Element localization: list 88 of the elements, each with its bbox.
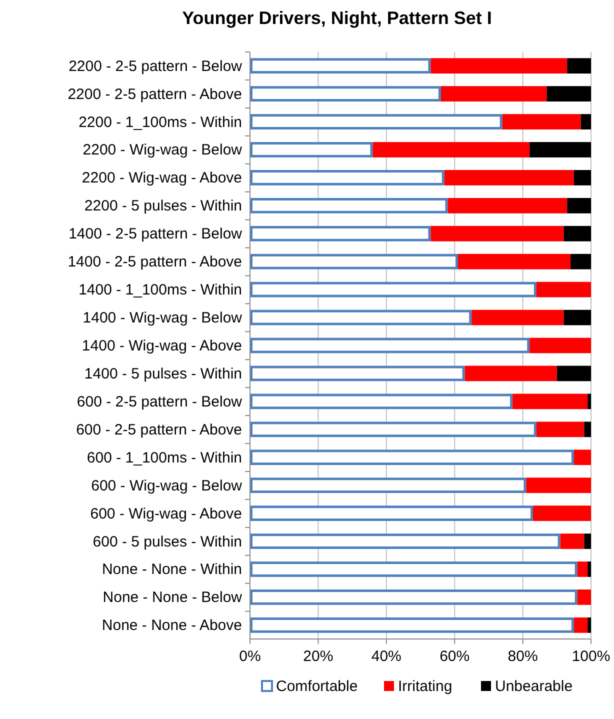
bar (250, 590, 578, 605)
y-tick-label: 600 - Wig-wag - Above (90, 505, 242, 522)
bar (444, 170, 574, 186)
bar (533, 506, 591, 521)
y-tick-label: 600 - Wig-wag - Below (91, 477, 242, 494)
bar (472, 310, 564, 326)
bar (502, 114, 581, 130)
bar (458, 254, 571, 270)
bar (250, 366, 465, 382)
bar (574, 170, 591, 186)
y-tick-label: 1400 - 2-5 pattern - Above (68, 254, 242, 271)
bar (250, 170, 444, 186)
bar (588, 562, 591, 577)
bar (464, 366, 557, 382)
bar (567, 198, 591, 214)
y-tick-label: 600 - 2-5 pattern - Below (76, 393, 242, 410)
bar (526, 478, 591, 494)
bar (250, 562, 578, 577)
bar (530, 142, 591, 158)
bar (250, 310, 472, 326)
bar (250, 617, 574, 633)
bar (250, 506, 534, 521)
x-tick-label: 60% (440, 648, 470, 665)
bar (448, 198, 568, 214)
bar (440, 86, 547, 102)
bar (574, 617, 588, 633)
bar (584, 534, 591, 549)
bar (580, 114, 591, 130)
chart-title: Younger Drivers, Night, Pattern Set I (182, 8, 492, 28)
bar (250, 394, 513, 410)
x-tick-label: 100% (572, 648, 610, 665)
y-tick-label: 2200 - 1_100ms - Within (78, 114, 242, 131)
bar (536, 282, 591, 298)
bar (250, 198, 448, 214)
legend-label: Unbearable (495, 678, 573, 695)
bar (250, 422, 536, 438)
bar (546, 86, 591, 102)
bar (430, 58, 568, 74)
bar (584, 422, 591, 438)
y-tick-label: 1400 - Wig-wag - Above (82, 338, 242, 354)
bar (577, 562, 588, 577)
bar (570, 254, 591, 270)
y-tick-label: 1400 - Wig-wag - Below (82, 310, 242, 327)
x-tick-label: 0% (239, 648, 261, 665)
y-tick-label: 2200 - 5 pulses - Within (84, 198, 242, 215)
y-tick-label: 2200 - Wig-wag - Below (82, 142, 242, 159)
bar (250, 86, 441, 102)
bar (588, 394, 591, 410)
bar (250, 478, 526, 494)
x-tick-label: 80% (508, 648, 538, 665)
bar (556, 366, 591, 382)
bar (588, 617, 591, 633)
bar (560, 534, 584, 549)
y-tick-label: 600 - 2-5 pattern - Above (76, 421, 242, 438)
bar (430, 226, 564, 242)
y-tick-label: 1400 - 5 pulses - Within (84, 365, 242, 382)
y-tick-label: None - None - Below (102, 589, 242, 606)
y-tick-label: 600 - 1_100ms - Within (86, 449, 242, 466)
y-tick-label: 2200 - 2-5 pattern - Below (68, 58, 242, 75)
bar (530, 338, 591, 354)
x-tick-label: 40% (371, 648, 402, 665)
bar (250, 338, 530, 354)
y-tick-label: 600 - 5 pulses - Within (92, 533, 242, 550)
bar (564, 310, 591, 326)
bar (250, 226, 431, 242)
y-tick-label: None - None - Within (102, 561, 242, 578)
bar (250, 282, 536, 298)
bar (577, 590, 591, 605)
bar (536, 422, 584, 438)
legend-label: Comfortable (276, 678, 358, 695)
bar (372, 142, 530, 158)
y-tick-label: 1400 - 2-5 pattern - Below (68, 226, 242, 243)
bar (250, 534, 560, 549)
y-tick-label: 1400 - 1_100ms - Within (78, 282, 242, 299)
bar (567, 58, 591, 74)
bar (250, 450, 574, 466)
bar (574, 450, 591, 466)
bar (250, 142, 373, 158)
y-tick-label: 2200 - 2-5 pattern - Above (68, 86, 242, 103)
legend-label: Irritating (398, 678, 452, 695)
bar (250, 58, 431, 74)
y-tick-label: None - None - Above (102, 617, 242, 634)
y-tick-label: 2200 - Wig-wag - Above (82, 170, 242, 187)
x-tick-label: 20% (303, 648, 334, 665)
bar (512, 394, 588, 410)
bar (564, 226, 591, 242)
bar (250, 114, 502, 130)
bar (250, 254, 458, 270)
